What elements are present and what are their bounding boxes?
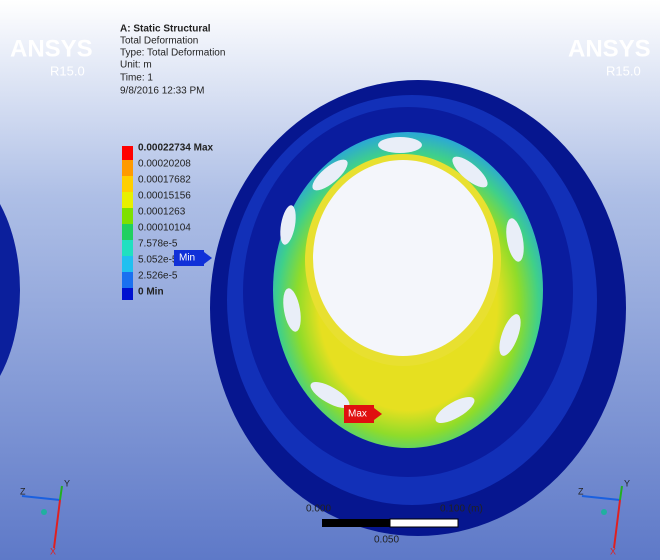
- axis-label: X: [50, 546, 56, 556]
- scale-end: 0.100 (m): [440, 504, 483, 515]
- unit: Unit: m: [120, 60, 152, 71]
- logo: ANSYS: [568, 35, 651, 62]
- legend-label: 7.578e-5: [138, 239, 178, 250]
- scale-start: 0.000: [306, 504, 331, 515]
- legend-label: 0 Min: [138, 287, 164, 298]
- time: Time: 1: [120, 73, 153, 84]
- probe-label: Max: [348, 409, 367, 420]
- axis-label: Z: [20, 486, 26, 496]
- result-type: Type: Total Deformation: [120, 48, 225, 59]
- legend-label: 2.526e-5: [138, 271, 178, 282]
- timestamp: 9/8/2016 12:33 PM: [120, 86, 205, 97]
- legend-label: 0.00020208: [138, 159, 191, 170]
- probe-label: Min: [179, 253, 195, 264]
- legend-label: 0.00017682: [138, 175, 191, 186]
- scale-mid: 0.050: [374, 535, 399, 546]
- logo: ANSYS: [10, 35, 93, 62]
- legend-colors: [122, 146, 133, 300]
- legend-label: 5.052e-5: [138, 255, 178, 266]
- axis-label: X: [610, 546, 616, 556]
- version: R15.0: [606, 63, 641, 78]
- analysis-title: A: Static Structural: [120, 24, 211, 35]
- legend-label: 0.0001263: [138, 207, 186, 218]
- legend-label: 0.00022734 Max: [138, 143, 214, 154]
- axis-label: Z: [578, 486, 584, 496]
- viewport: ANSYS R15.0 ANSYS R15.0 A: Static Struct…: [0, 0, 660, 560]
- legend-label: 0.00010104: [138, 223, 191, 234]
- result-name: Total Deformation: [120, 36, 198, 47]
- version: R15.0: [50, 63, 85, 78]
- center-hole: [313, 160, 493, 356]
- axis-label: Y: [624, 478, 630, 488]
- legend-label: 0.00015156: [138, 191, 191, 202]
- axis-label: Y: [64, 478, 70, 488]
